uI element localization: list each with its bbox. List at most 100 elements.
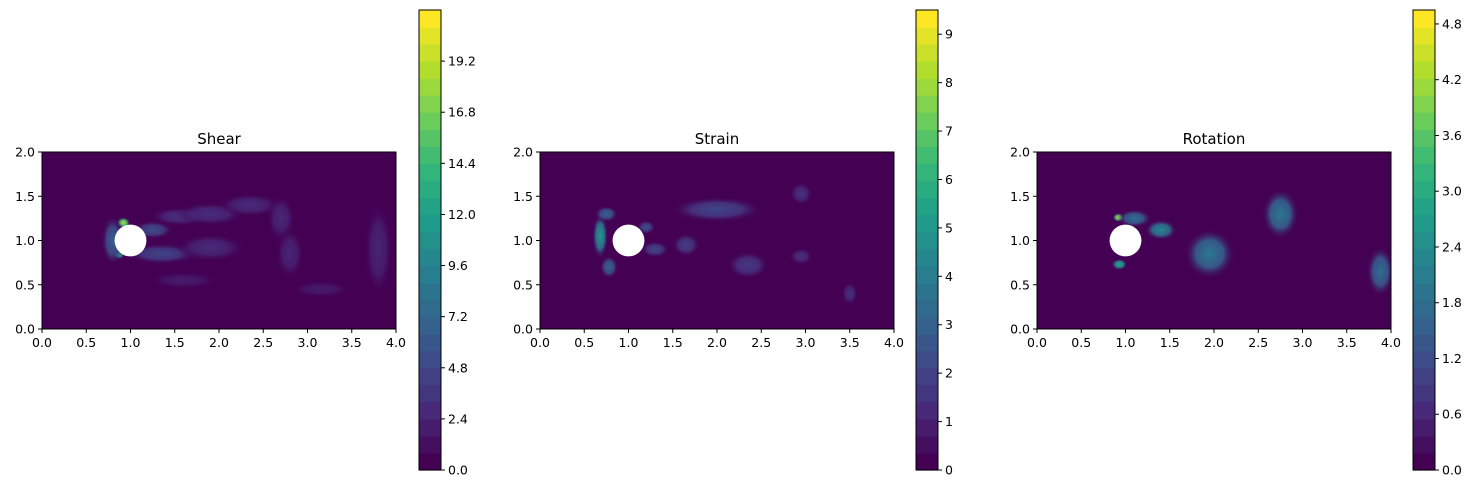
field-blob xyxy=(592,213,609,260)
colorbar-level xyxy=(916,435,938,454)
colorbar-tick-label: 3.0 xyxy=(1442,184,1462,199)
x-tick-label: 2.0 xyxy=(1204,335,1224,350)
field-blob xyxy=(292,281,350,298)
field-blob xyxy=(670,196,764,223)
colorbar-tick-label: 4.2 xyxy=(1442,72,1462,87)
colorbar-tick-label: 1.2 xyxy=(1442,351,1462,366)
x-tick-label: 1.5 xyxy=(1160,335,1180,350)
colorbar-tick-label: 0 xyxy=(945,463,953,478)
colorbar-level xyxy=(916,27,938,45)
colorbar-tick-label: 1 xyxy=(945,414,953,429)
colorbar-level xyxy=(1413,197,1435,216)
field-blob xyxy=(599,255,619,279)
field-blob xyxy=(641,241,669,258)
colorbar-level xyxy=(916,231,938,250)
colorbar-level xyxy=(1413,350,1435,369)
panel-shear: Shear 0.0 0.5 1.0 1.5 2.0 2.5 3.0 3.5 4.0 0.0 0.5 1.… xyxy=(15,9,476,478)
x-tick-label: 3.0 xyxy=(796,335,816,350)
colorbar-level xyxy=(419,27,441,45)
x-tick-label: 4.0 xyxy=(1381,335,1401,350)
y-tick-label: 2.0 xyxy=(15,145,35,160)
colorbar-level xyxy=(419,214,441,233)
colorbar-level xyxy=(916,44,938,62)
colorbar-tick-label: 2.4 xyxy=(448,411,468,426)
colorbar-level xyxy=(1413,146,1435,164)
colorbar-level xyxy=(419,418,441,437)
colorbar-frame xyxy=(915,9,939,471)
y-tick-label: 1.0 xyxy=(513,233,533,248)
colorbar-level xyxy=(419,163,441,181)
colorbar-level xyxy=(916,452,938,471)
x-tick-label: 0.0 xyxy=(1027,335,1047,350)
x-tick-label: 0.0 xyxy=(530,335,550,350)
colorbar-tick-label: 1.8 xyxy=(1442,295,1462,310)
y-tick-label: 0.0 xyxy=(513,322,533,337)
colorbar-level xyxy=(1413,180,1435,199)
colorbar-level xyxy=(419,231,441,250)
colorbar-level xyxy=(1413,333,1435,352)
colorbar-level xyxy=(1413,27,1435,45)
colorbar-level xyxy=(1413,401,1435,420)
colorbar-level xyxy=(916,299,938,318)
colorbar-level xyxy=(916,282,938,301)
colorbar-tick-label: 9.6 xyxy=(448,258,468,273)
chart-title: Rotation xyxy=(1183,130,1246,148)
panel-strain: Strain 0.0 0.5 1.0 1.5 2.0 2.5 3.0 3.5 4.0 0.0 0.5 1… xyxy=(513,9,953,478)
y-tick-label: 0.5 xyxy=(1010,277,1030,292)
colorbar-tick-label: 5 xyxy=(945,220,953,235)
colorbar-level xyxy=(916,214,938,233)
colorbar-tick-label: 2.4 xyxy=(1442,239,1462,254)
colorbar-tick-label: 6 xyxy=(945,172,953,187)
x-tick-label: 1.5 xyxy=(663,335,683,350)
colorbar-frame xyxy=(418,9,442,471)
colorbar-level xyxy=(1413,231,1435,250)
y-tick-label: 2.0 xyxy=(513,145,533,160)
colorbar-tick-label: 0.0 xyxy=(448,463,468,478)
y-tick-label: 2.0 xyxy=(1010,145,1030,160)
x-tick-label: 2.5 xyxy=(751,335,771,350)
colorbar-level xyxy=(916,367,938,386)
colorbar-tick-label: 16.8 xyxy=(448,105,476,120)
colorbar-level xyxy=(419,282,441,301)
colorbar-level xyxy=(419,78,441,96)
colorbar-frame xyxy=(1412,9,1436,471)
colorbar-tick-label: 19.2 xyxy=(448,54,476,69)
chart-title: Shear xyxy=(197,130,241,148)
colorbar-tick-label: 3 xyxy=(945,317,953,332)
x-tick-label: 2.0 xyxy=(707,335,727,350)
colorbar-level xyxy=(419,401,441,420)
colorbar-level xyxy=(1413,452,1435,471)
colorbar-level xyxy=(1413,10,1435,28)
colorbar-level xyxy=(419,248,441,267)
colorbar-level xyxy=(1413,214,1435,233)
x-tick-label: 1.0 xyxy=(121,335,141,350)
colorbar-level xyxy=(916,418,938,437)
field-blob xyxy=(175,233,245,262)
colorbar-level xyxy=(1413,435,1435,454)
y-tick-label: 1.5 xyxy=(1010,189,1030,204)
colorbar-level xyxy=(1413,299,1435,318)
colorbar-level xyxy=(916,61,938,79)
x-tick-label: 0.0 xyxy=(32,335,52,350)
y-tick-label: 1.5 xyxy=(15,189,35,204)
colorbar-level xyxy=(1413,61,1435,79)
colorbar-level xyxy=(419,265,441,284)
colorbar-level xyxy=(1413,248,1435,267)
field-blob xyxy=(275,228,304,280)
field-blob xyxy=(636,220,656,235)
cylinder-obstacle xyxy=(612,224,645,257)
field-blob xyxy=(101,215,125,266)
y-tick-label: 0.5 xyxy=(513,277,533,292)
field-blob xyxy=(1111,258,1128,271)
colorbar-level xyxy=(1413,265,1435,284)
colorbar-level xyxy=(419,180,441,199)
colorbar-tick-label: 2 xyxy=(945,366,953,381)
colorbar: 0.0 0.6 1.2 1.8 2.4 3.0 3.6 4.2 4.8 xyxy=(1412,9,1462,478)
colorbar-level xyxy=(419,452,441,471)
colorbar-tick-label: 0.0 xyxy=(1442,463,1462,478)
colorbar-tick-label: 4.8 xyxy=(1442,16,1462,31)
y-tick-label: 0.5 xyxy=(15,277,35,292)
colorbar-level xyxy=(1413,316,1435,335)
